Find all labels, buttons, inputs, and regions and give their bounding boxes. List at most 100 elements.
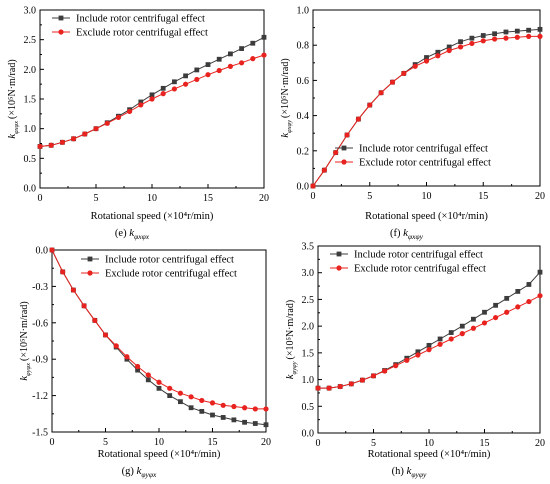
x-tick-label: 15 — [203, 193, 213, 204]
y-tick-label: 1.0 — [297, 6, 310, 17]
x-tick-label: 10 — [422, 191, 432, 202]
x-tick-label: 5 — [367, 191, 372, 202]
y-tick-label: -1.2 — [32, 391, 48, 402]
y-tick-label: 0.5 — [24, 154, 37, 165]
data-point-exclude — [515, 304, 521, 310]
data-point-include — [426, 342, 432, 348]
y-tick-label: 0.0 — [297, 182, 310, 193]
legend-label: Include rotor centrifugal effect — [76, 14, 205, 25]
data-point-exclude — [378, 90, 384, 96]
panel-caption: (g) kφyφx — [122, 465, 157, 479]
y-tick-label: 3.0 — [302, 268, 315, 279]
data-point-include — [526, 27, 532, 33]
y-axis-label-subscript: φyφx — [25, 363, 32, 376]
data-point-include — [156, 385, 162, 391]
data-point-exclude — [177, 390, 183, 396]
data-point-exclude — [493, 314, 499, 321]
data-point-exclude — [93, 126, 99, 132]
data-point-include — [199, 408, 205, 414]
data-point-exclude — [81, 303, 87, 309]
data-point-exclude — [167, 385, 173, 391]
y-axis-label: kφxφy (×10⁵N·m/rad) — [280, 58, 293, 137]
legend: Include rotor centrifugal effect Exclude … — [330, 250, 486, 275]
data-point-exclude — [504, 309, 510, 315]
chart-panel-h: 0 5 10 15 20 0.0 0.5 1.0 1.5 2.0 2.5 3.0 3.5 Rotation… — [285, 242, 545, 480]
data-point-include — [250, 40, 256, 46]
data-point-exclude — [263, 406, 269, 412]
data-point-exclude — [102, 332, 109, 338]
data-point-exclude — [37, 143, 43, 150]
y-tick-label: 3.5 — [302, 242, 315, 253]
data-point-include — [469, 35, 475, 41]
caption-symbol: k — [403, 227, 409, 239]
legend-marker-circle — [336, 265, 342, 271]
data-point-exclude — [537, 293, 543, 299]
data-point-include — [160, 85, 166, 91]
data-point-exclude — [252, 406, 258, 412]
data-point-exclude — [448, 336, 454, 342]
data-point-exclude — [127, 108, 133, 115]
data-point-exclude — [459, 331, 465, 337]
data-point-include — [435, 49, 441, 55]
data-point-exclude — [261, 52, 267, 58]
x-tick-label: 5 — [371, 438, 376, 449]
caption-subscript: φyφx — [141, 470, 157, 479]
caption-letter: (e) — [115, 228, 129, 239]
data-point-exclude — [469, 40, 475, 47]
x-tick-label: 20 — [261, 437, 271, 448]
legend: Include rotor centrifugal effect Exclude … — [335, 144, 491, 169]
x-tick-label: 5 — [94, 193, 99, 204]
data-point-exclude — [115, 114, 121, 120]
data-point-exclude — [145, 372, 151, 378]
y-tick-label: -0.9 — [32, 355, 48, 366]
data-point-exclude — [321, 167, 327, 173]
data-point-exclude — [59, 139, 65, 145]
x-tick-label: 5 — [103, 437, 108, 448]
data-point-include — [220, 415, 226, 420]
data-point-exclude — [370, 373, 377, 379]
data-point-exclude — [70, 287, 76, 293]
data-point-exclude — [423, 58, 430, 64]
data-point-include — [183, 73, 188, 79]
data-point-exclude — [135, 363, 141, 370]
data-point-exclude — [160, 91, 166, 97]
y-tick-label: 0.6 — [297, 76, 310, 87]
data-point-exclude — [446, 47, 452, 54]
legend-marker-square — [341, 145, 347, 151]
data-point-exclude — [209, 400, 216, 406]
caption-letter: (h) — [392, 466, 407, 477]
legend-label: Include rotor centrifugal effect — [354, 250, 483, 261]
y-tick-label: 1.0 — [24, 124, 37, 135]
data-point-include — [261, 34, 267, 40]
data-point-include — [135, 367, 140, 373]
data-point-exclude — [333, 149, 339, 156]
data-point-exclude — [216, 67, 222, 74]
y-axis-label-subscript: φxφy — [286, 120, 293, 133]
chart-panel-g: 0 5 10 15 20 0.0 -0.3 -0.6 -0.9 -1.2 -1.5 Rotationa… — [19, 246, 271, 480]
data-point-exclude — [412, 63, 418, 69]
legend-marker-square — [87, 256, 93, 262]
data-point-include — [448, 330, 454, 335]
data-point-exclude — [149, 96, 155, 102]
data-point-exclude — [227, 63, 233, 69]
data-point-include — [503, 29, 509, 35]
data-point-exclude — [326, 385, 332, 391]
data-point-exclude — [60, 269, 66, 275]
data-point-include — [504, 295, 510, 301]
data-point-include — [167, 393, 173, 398]
data-point-exclude — [537, 33, 543, 40]
y-tick-label: 2.0 — [24, 65, 37, 76]
data-point-include — [458, 39, 463, 45]
x-tick-label: 20 — [535, 438, 545, 449]
y-tick-label: 1.5 — [24, 95, 37, 106]
data-point-exclude — [310, 183, 316, 189]
data-point-exclude — [503, 35, 509, 41]
x-tick-label: 10 — [147, 193, 157, 204]
data-point-exclude — [470, 325, 476, 331]
data-point-include — [194, 67, 200, 73]
data-point-exclude — [188, 394, 194, 400]
data-point-include — [459, 323, 465, 329]
x-tick-label: 0 — [311, 191, 316, 202]
y-tick-label: 0.5 — [302, 402, 315, 413]
